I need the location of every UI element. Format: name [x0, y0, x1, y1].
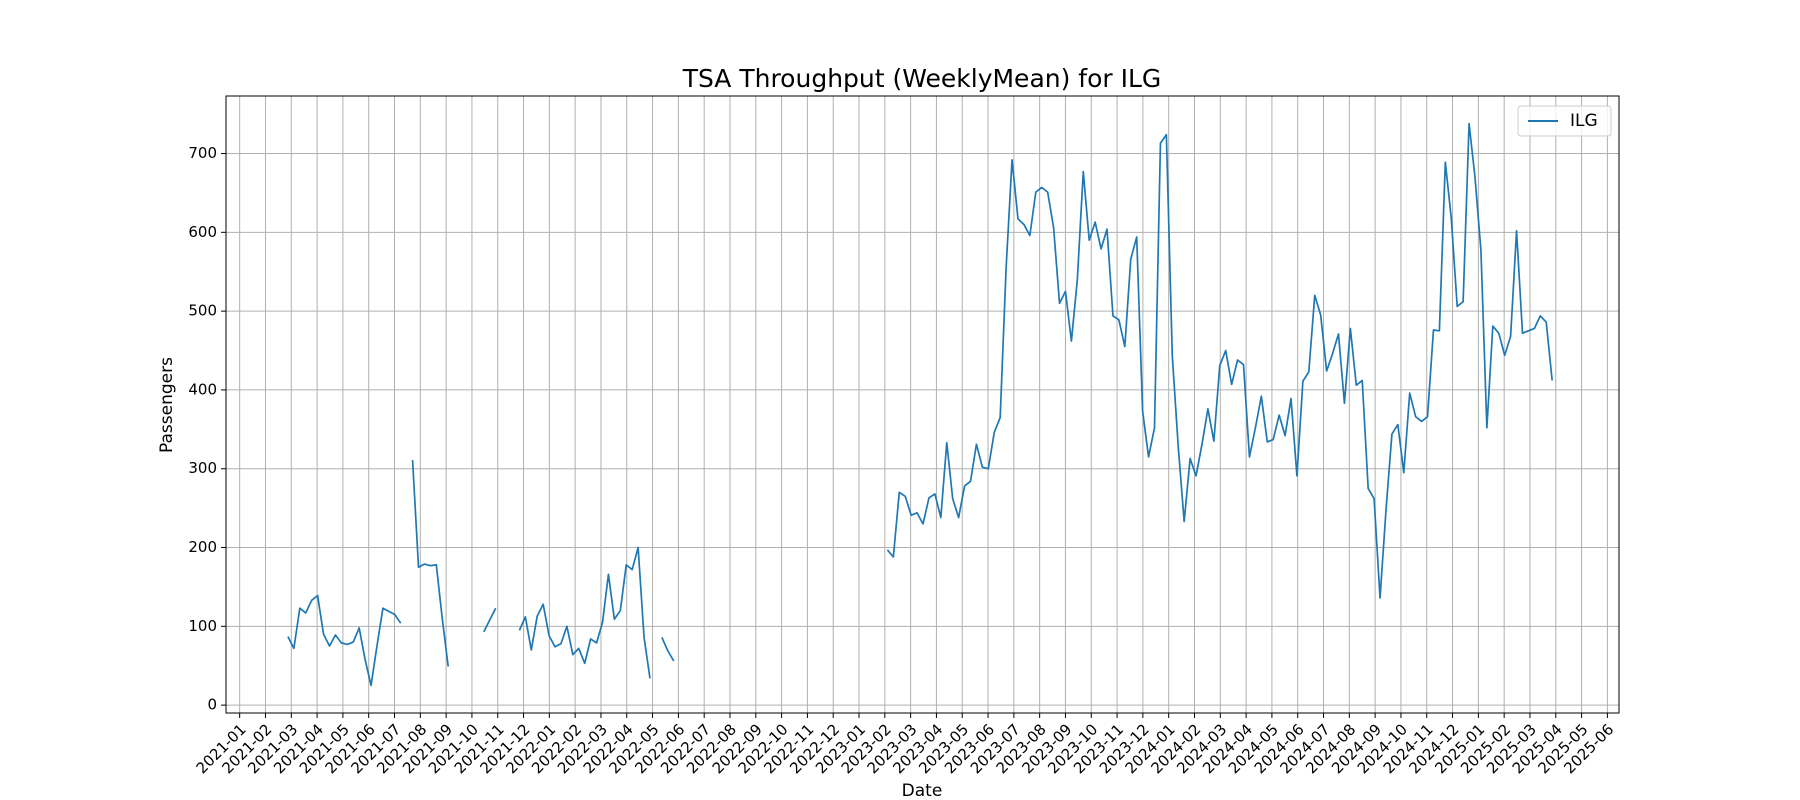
- legend: ILG: [1517, 105, 1612, 137]
- legend-box: [1517, 105, 1612, 137]
- y-tick-label: 100: [188, 617, 217, 635]
- y-tick-label: 500: [188, 302, 217, 320]
- y-tick-label: 200: [188, 538, 217, 556]
- y-tick-label: 300: [188, 459, 217, 477]
- y-tick-label: 700: [188, 144, 217, 162]
- plot-frame: [225, 95, 1620, 714]
- x-axis-label: Date: [902, 781, 943, 800]
- chart-title: TSA Throughput (WeeklyMean) for ILG: [682, 64, 1162, 93]
- y-tick-label: 600: [188, 223, 217, 241]
- data-line: [287, 122, 1554, 687]
- y-tick-label: 400: [188, 380, 217, 398]
- legend-label: ILG: [1570, 111, 1598, 131]
- y-tick-label: 0: [207, 696, 217, 714]
- y-axis-label: Passengers: [157, 357, 177, 453]
